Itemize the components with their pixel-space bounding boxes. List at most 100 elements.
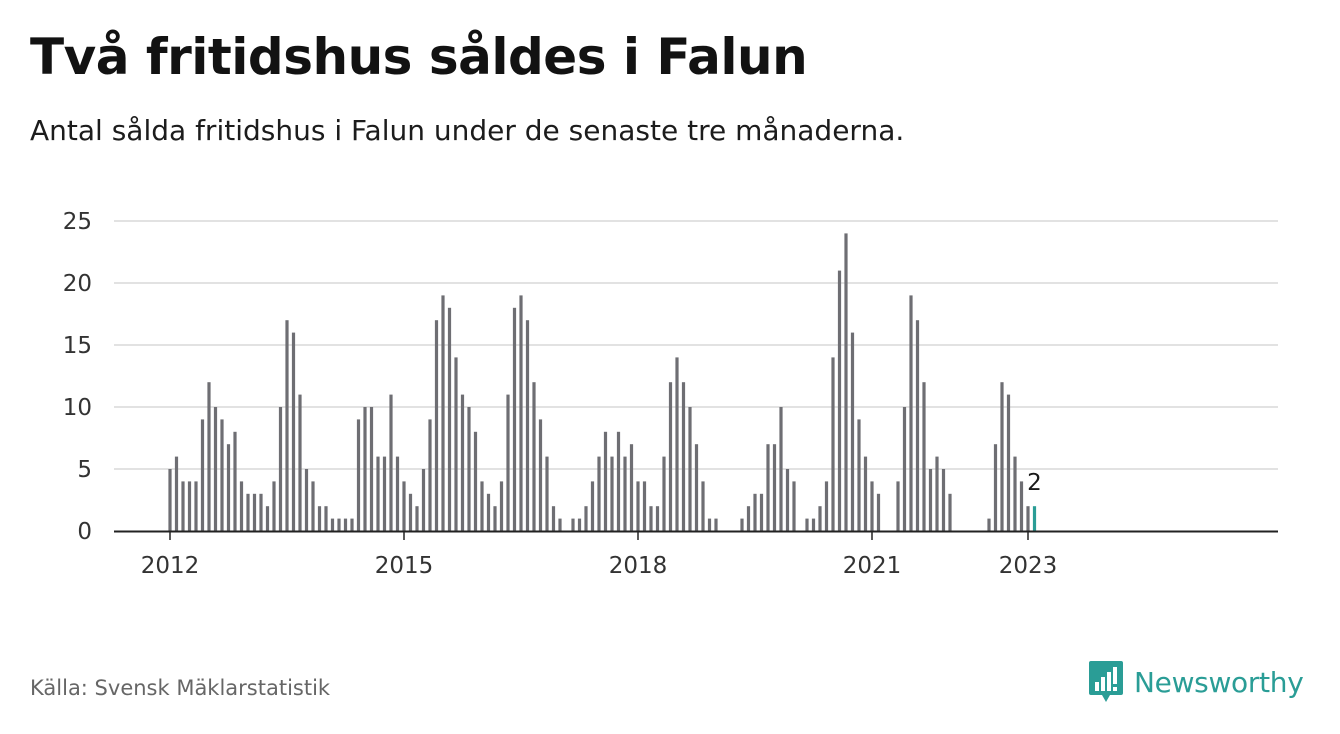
bar bbox=[642, 481, 647, 531]
bar bbox=[317, 506, 322, 531]
bar bbox=[792, 481, 796, 531]
bar bbox=[558, 518, 562, 531]
bar bbox=[220, 419, 224, 531]
bar bbox=[668, 382, 673, 531]
bar bbox=[909, 295, 913, 531]
bar bbox=[740, 518, 744, 531]
bar bbox=[772, 444, 777, 531]
bar bbox=[1006, 394, 1011, 531]
x-tick-label: 2018 bbox=[609, 553, 668, 579]
bar bbox=[213, 407, 218, 531]
bar bbox=[629, 444, 634, 531]
bar bbox=[759, 493, 764, 531]
chart-title: Två fritidshus såldes i Falun bbox=[30, 28, 808, 86]
bar bbox=[350, 518, 354, 531]
bar bbox=[486, 493, 491, 531]
bar bbox=[694, 444, 699, 531]
bar bbox=[837, 270, 842, 531]
bar bbox=[532, 382, 536, 531]
bar bbox=[935, 456, 939, 531]
bar bbox=[545, 456, 549, 531]
bar bbox=[330, 518, 335, 531]
bar bbox=[857, 419, 861, 531]
bar bbox=[753, 493, 757, 531]
brand[interactable]: Newsworthy bbox=[1088, 660, 1304, 704]
bar bbox=[746, 506, 751, 531]
bar bbox=[1019, 481, 1024, 531]
bar bbox=[805, 518, 809, 531]
bar bbox=[454, 357, 458, 531]
bar bbox=[408, 493, 413, 531]
bar bbox=[395, 456, 400, 531]
bar bbox=[915, 320, 920, 531]
bar bbox=[298, 394, 302, 531]
annotations: 2 bbox=[1027, 470, 1042, 496]
bar bbox=[811, 518, 816, 531]
bar bbox=[467, 407, 471, 531]
highlighted-bar bbox=[1032, 506, 1037, 531]
bar bbox=[538, 419, 543, 531]
bar bbox=[623, 456, 627, 531]
bar bbox=[1000, 382, 1004, 531]
bar bbox=[649, 506, 653, 531]
bar bbox=[278, 407, 283, 531]
bar bbox=[707, 518, 712, 531]
bar bbox=[987, 518, 991, 531]
bar bbox=[850, 332, 855, 531]
y-tick-label: 5 bbox=[77, 457, 92, 483]
bar bbox=[233, 431, 237, 531]
bar bbox=[681, 382, 686, 531]
bar bbox=[1013, 456, 1017, 531]
bar bbox=[369, 407, 374, 531]
bar bbox=[246, 493, 250, 531]
bar bbox=[597, 456, 601, 531]
bar bbox=[844, 233, 848, 531]
chart-subtitle: Antal sålda fritidshus i Falun under de … bbox=[30, 114, 905, 147]
bar bbox=[876, 493, 881, 531]
bar bbox=[265, 506, 270, 531]
x-axis: 2012 2015 2018 2021 2023 bbox=[114, 530, 1278, 579]
bar bbox=[200, 419, 205, 531]
bar bbox=[779, 407, 783, 531]
bar bbox=[382, 456, 387, 531]
y-tick-label: 15 bbox=[63, 333, 92, 359]
bar bbox=[480, 481, 484, 531]
y-tick-label: 20 bbox=[63, 271, 92, 297]
bar bbox=[363, 407, 367, 531]
bar bbox=[551, 506, 556, 531]
bar bbox=[389, 394, 393, 531]
bar bbox=[311, 481, 315, 531]
bar bbox=[941, 469, 946, 531]
x-tick-label: 2015 bbox=[375, 553, 434, 579]
bar bbox=[766, 444, 770, 531]
brand-name: Newsworthy bbox=[1134, 665, 1304, 699]
y-axis-labels: 0 5 10 15 20 25 bbox=[63, 209, 92, 545]
bar bbox=[701, 481, 705, 531]
bar bbox=[993, 444, 998, 531]
bar bbox=[525, 320, 530, 531]
bar bbox=[402, 481, 406, 531]
x-tick-label: 2023 bbox=[999, 553, 1058, 579]
bar bbox=[512, 307, 517, 531]
bar bbox=[785, 469, 790, 531]
bar bbox=[174, 456, 179, 531]
bar bbox=[818, 506, 822, 531]
bar bbox=[922, 382, 926, 531]
bar bbox=[304, 469, 309, 531]
bar bbox=[714, 518, 718, 531]
bar bbox=[863, 456, 868, 531]
bar bbox=[376, 456, 380, 531]
bar-chart: 0 5 10 15 20 25 2012 2015 2018 2021 2023 2 bbox=[63, 209, 1278, 579]
bar bbox=[493, 506, 497, 531]
bar bbox=[421, 469, 426, 531]
bar bbox=[636, 481, 640, 531]
bar bbox=[831, 357, 835, 531]
bar bbox=[590, 481, 595, 531]
bar bbox=[181, 481, 185, 531]
x-tick-label: 2021 bbox=[843, 553, 902, 579]
bar bbox=[473, 431, 478, 531]
bar bbox=[655, 506, 660, 531]
bar bbox=[1026, 506, 1030, 531]
bar bbox=[285, 320, 289, 531]
source-note: Källa: Svensk Mäklarstatistik bbox=[30, 676, 331, 700]
